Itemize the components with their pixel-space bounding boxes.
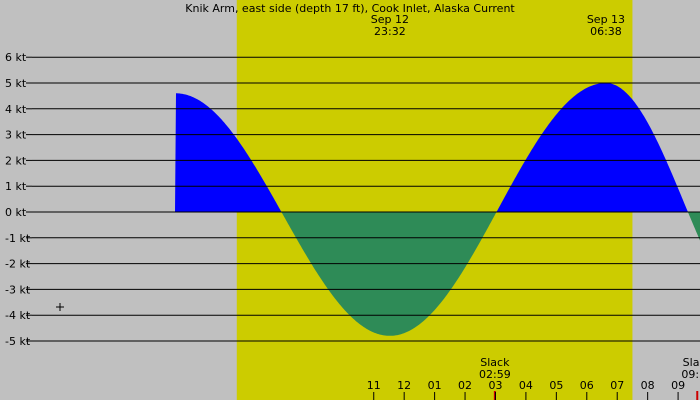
y-tick-label: -3 kt xyxy=(5,283,31,296)
extreme-time-label: 06:38 xyxy=(590,25,622,38)
x-tick-label: 01 xyxy=(428,379,442,392)
y-tick-label: -1 kt xyxy=(5,232,31,245)
chart-title: Knik Arm, east side (depth 17 ft), Cook … xyxy=(185,2,515,15)
y-tick-label: 0 kt xyxy=(5,206,27,219)
event-time-label: 09:38 xyxy=(681,368,700,381)
x-tick-label: 12 xyxy=(397,379,411,392)
extreme-time-label: 23:32 xyxy=(374,25,406,38)
y-tick-labels: 6 kt 5 kt 4 kt 3 kt 2 kt 1 kt 0 kt -1 kt -2 kt -3… xyxy=(5,51,31,348)
x-tick-label: 08 xyxy=(641,379,655,392)
x-tick-label: 11 xyxy=(367,379,381,392)
x-tick-label: 03 xyxy=(488,379,502,392)
y-tick-label: 4 kt xyxy=(5,103,27,116)
event-label: Slack xyxy=(683,356,700,369)
event-time-label: 02:59 xyxy=(479,368,511,381)
y-tick-label: -4 kt xyxy=(5,309,31,322)
crosshair-icon xyxy=(56,303,64,311)
x-tick-label: 02 xyxy=(458,379,472,392)
extreme-date-label: Sep 12 xyxy=(371,13,409,26)
event-labels: Slack02:59Slack09:38Mrise11:33Slack15:03… xyxy=(479,356,700,400)
y-tick-label: 1 kt xyxy=(5,180,27,193)
x-tick-label: 09 xyxy=(671,379,685,392)
gridlines xyxy=(26,56,700,342)
y-tick-label: -2 kt xyxy=(5,258,31,271)
y-tick-label: 5 kt xyxy=(5,77,27,90)
x-tick-label: 05 xyxy=(549,379,563,392)
y-tick-label: 3 kt xyxy=(5,129,27,142)
x-tick-label: 04 xyxy=(519,379,533,392)
extreme-date-label: Sep 13 xyxy=(587,13,625,26)
y-tick-label: -5 kt xyxy=(5,335,31,348)
event-label: Slack xyxy=(480,356,510,369)
x-tick-labels: 1112010203040506070809101112010203040506… xyxy=(367,379,685,400)
flood-area xyxy=(0,83,700,212)
y-tick-label: 6 kt xyxy=(5,51,27,64)
y-tick-label: 2 kt xyxy=(5,154,27,167)
x-tick-label: 06 xyxy=(580,379,594,392)
ebb-area xyxy=(0,212,700,336)
x-tick-label: 07 xyxy=(610,379,624,392)
